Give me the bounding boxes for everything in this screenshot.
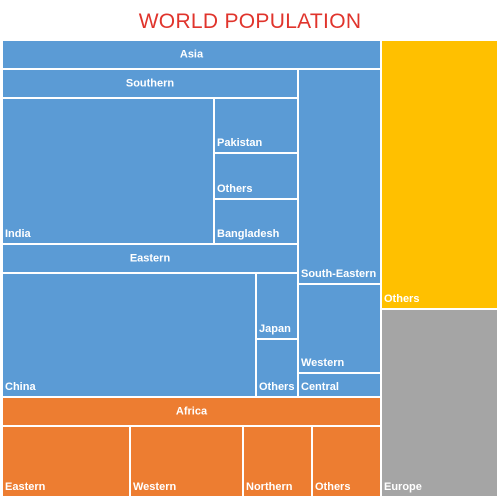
treemap-label-western: Western — [301, 357, 345, 369]
treemap-cell-eastern: Eastern — [2, 244, 298, 273]
treemap-label-europe: Europe — [384, 481, 422, 493]
treemap-label-southern-others: Others — [217, 183, 253, 195]
treemap-cell-bangladesh: Bangladesh — [214, 199, 298, 244]
treemap-label-south-eastern: South-Eastern — [301, 268, 377, 280]
treemap-cell-southern: Southern — [2, 69, 298, 98]
treemap-cell-africa-western: Western — [130, 426, 243, 497]
treemap-cell-western: Western — [298, 284, 381, 373]
treemap-label-pakistan: Pakistan — [217, 137, 263, 149]
treemap-cell-africa-northern: Northern — [243, 426, 312, 497]
treemap-label-africa: Africa — [175, 405, 208, 417]
treemap-label-africa-western: Western — [133, 481, 177, 493]
treemap-label-japan: Japan — [259, 323, 291, 335]
treemap-label-bangladesh: Bangladesh — [217, 228, 280, 240]
treemap-cell-africa-eastern: Eastern — [2, 426, 130, 497]
treemap-label-southern: Southern — [125, 77, 175, 89]
treemap-cell-africa-others: Others — [312, 426, 381, 497]
treemap-cell-india: India — [2, 98, 214, 244]
treemap-cell-europe: Europe — [381, 309, 498, 497]
treemap-cell-africa: Africa — [2, 397, 381, 426]
treemap-label-africa-northern: Northern — [246, 481, 293, 493]
treemap-label-eastern: Eastern — [129, 252, 171, 264]
treemap-cell-pakistan: Pakistan — [214, 98, 298, 153]
chart-title: WORLD POPULATION — [138, 10, 362, 33]
treemap-label-others: Others — [384, 293, 420, 305]
treemap-label-africa-eastern: Eastern — [5, 481, 46, 493]
treemap-label-africa-others: Others — [315, 481, 351, 493]
treemap-cell-eastern-others: Others — [256, 339, 298, 397]
treemap-label-central: Central — [301, 381, 339, 393]
treemap-cell-asia: Asia — [2, 40, 381, 69]
treemap-cell-others: Others — [381, 40, 498, 309]
treemap-label-india: India — [5, 228, 31, 240]
treemap-cell-central: Central — [298, 373, 381, 397]
treemap-cell-south-eastern: South-Eastern — [298, 69, 381, 284]
treemap-label-china: China — [5, 381, 36, 393]
treemap-label-asia: Asia — [179, 48, 204, 60]
treemap-cell-japan: Japan — [256, 273, 298, 339]
treemap-cell-southern-others: Others — [214, 153, 298, 199]
treemap-cell-china: China — [2, 273, 256, 397]
treemap-label-eastern-others: Others — [259, 381, 295, 393]
